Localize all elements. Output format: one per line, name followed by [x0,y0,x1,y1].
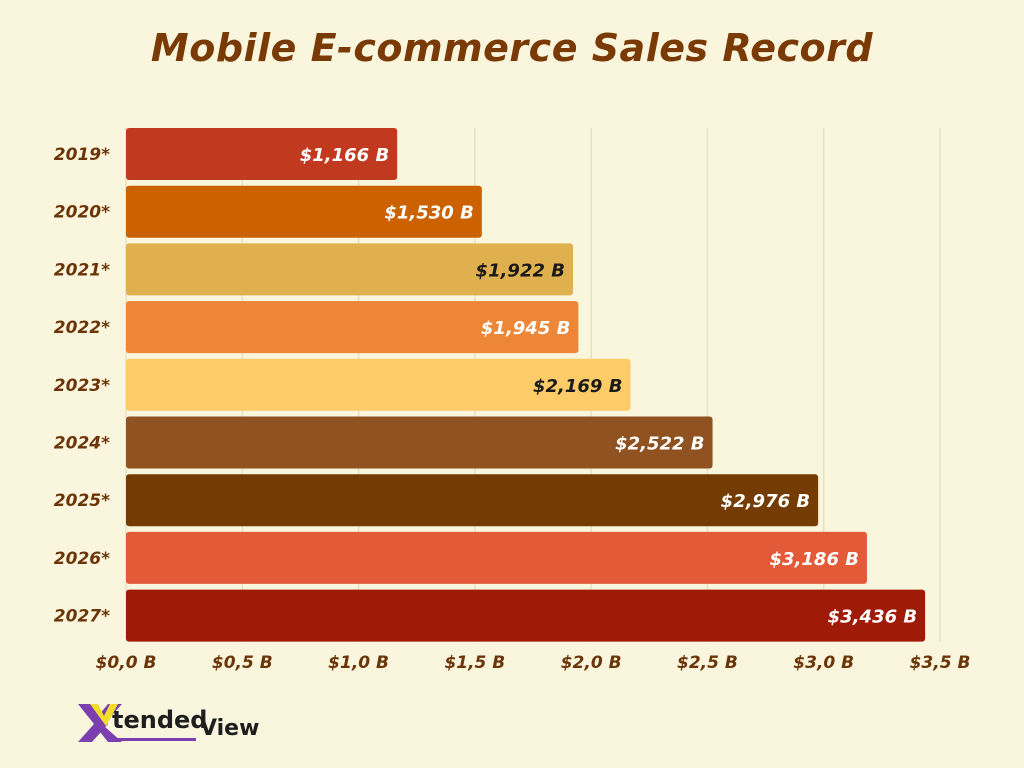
y-tick-label: 2019* [54,145,110,165]
logo-text-view: View [200,716,260,741]
bar-2020 [126,185,482,238]
bar-2023 [126,358,631,411]
bar-2021 [126,243,574,296]
x-tick-label: $0,5 B [212,653,273,673]
data-label: $1,922 B [476,260,565,281]
x-tick-label: $1,0 B [328,653,389,673]
data-label: $1,166 B [300,145,389,166]
logo-x-icon [78,704,196,742]
y-tick-label: 2020* [54,203,110,223]
y-tick-label: 2026* [54,549,110,569]
data-label: $2,976 B [721,491,810,512]
bar-2019 [126,128,398,180]
x-tick-label: $3,5 B [910,653,971,673]
x-tick-label: $2,5 B [677,653,738,673]
data-label: $3,436 B [828,607,917,628]
data-label: $1,945 B [481,318,570,339]
data-label: $2,169 B [533,376,622,397]
bar-2024 [126,416,713,469]
y-tick-label: 2027* [54,607,110,627]
bar-2022 [126,301,579,354]
data-label: $3,186 B [770,549,859,570]
data-label: $1,530 B [384,203,473,224]
y-tick-label: 2024* [54,434,110,454]
logo-text-main: tended [112,706,208,734]
y-tick-label: 2022* [54,318,110,338]
x-tick-label: $2,0 B [561,653,622,673]
x-tick-label: $3,0 B [793,653,854,673]
data-label: $2,522 B [615,434,704,455]
y-tick-label: 2025* [54,491,110,511]
y-tick-label: 2023* [54,376,110,396]
x-tick-label: $1,5 B [444,653,505,673]
x-tick-label: $0,0 B [96,653,157,673]
y-tick-label: 2021* [54,260,110,280]
bar-2025 [126,474,819,527]
chart-title: Mobile E-commerce Sales Record [150,26,874,70]
bar-2026 [126,531,867,584]
bar-2027 [126,589,926,642]
